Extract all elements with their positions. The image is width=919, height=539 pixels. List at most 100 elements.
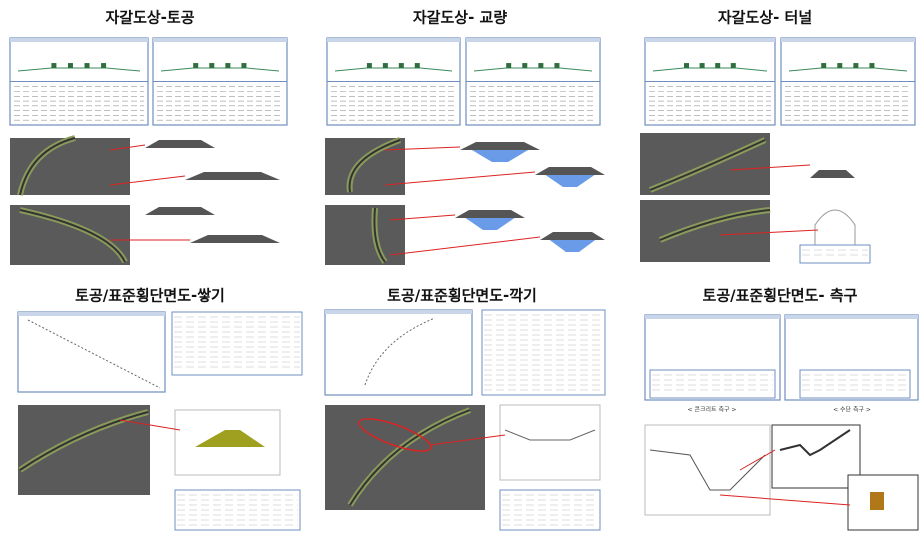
section-line bbox=[652, 67, 768, 72]
pointer-arrow bbox=[739, 449, 776, 471]
chart-frame bbox=[644, 424, 771, 516]
section-block bbox=[730, 63, 736, 69]
window-titlebar bbox=[645, 38, 775, 42]
section-line bbox=[473, 67, 593, 72]
window-titlebar bbox=[466, 38, 600, 42]
pointer-arrow bbox=[429, 434, 506, 446]
cross-section bbox=[145, 140, 215, 148]
section-line bbox=[17, 67, 141, 72]
cross-section bbox=[185, 172, 280, 180]
pointer-arrow bbox=[109, 144, 146, 151]
pointer-arrow bbox=[389, 214, 456, 221]
window-titlebar bbox=[18, 312, 165, 316]
section-line bbox=[788, 67, 908, 72]
chart-frame bbox=[499, 404, 601, 481]
section-line bbox=[160, 67, 280, 72]
pointer-arrow bbox=[384, 171, 536, 186]
panel-title: 자갈도상-토공 bbox=[105, 9, 194, 27]
track-rail bbox=[659, 209, 771, 241]
pointer-arrow bbox=[119, 419, 181, 431]
section-block bbox=[382, 63, 388, 69]
3d-view bbox=[10, 138, 130, 195]
pointer-arrow bbox=[719, 229, 819, 236]
water-body bbox=[465, 218, 515, 230]
cut-profile bbox=[504, 429, 596, 441]
cross-section bbox=[455, 210, 525, 218]
pointer-arrow bbox=[389, 236, 541, 256]
panel-title: 토공/표준횡단면도-깍기 bbox=[387, 287, 537, 305]
3d-view bbox=[325, 205, 405, 265]
section-block bbox=[366, 63, 372, 69]
water-body bbox=[545, 175, 595, 187]
window-titlebar bbox=[781, 38, 915, 42]
3d-view bbox=[325, 405, 485, 510]
section-block bbox=[684, 63, 689, 69]
track-rail bbox=[649, 139, 766, 191]
window-titlebar bbox=[327, 38, 460, 42]
section-block bbox=[821, 63, 827, 69]
caption: < 수단 측구 > bbox=[833, 406, 871, 414]
section-block bbox=[225, 63, 231, 69]
water-body bbox=[472, 150, 528, 162]
pointer-arrow bbox=[109, 175, 186, 186]
window-titlebar bbox=[10, 38, 148, 42]
window-titlebar bbox=[645, 315, 780, 319]
data-table bbox=[799, 369, 911, 399]
inset bbox=[771, 424, 861, 489]
section-block bbox=[101, 63, 107, 69]
screenshot-window bbox=[324, 309, 473, 396]
section-line bbox=[334, 67, 453, 72]
tunnel-outline bbox=[814, 209, 856, 245]
track-rail bbox=[19, 411, 149, 471]
section-block bbox=[837, 63, 843, 69]
pointer-arrow bbox=[384, 146, 461, 151]
window-titlebar bbox=[153, 38, 287, 42]
concrete-ditch bbox=[870, 492, 884, 510]
track-rail bbox=[348, 139, 401, 193]
track-rail bbox=[349, 409, 471, 506]
window-titlebar bbox=[785, 315, 918, 319]
cross-section bbox=[535, 167, 605, 175]
section-block bbox=[538, 63, 544, 69]
panel-title: 토공/표준횡단면도-쌓기 bbox=[75, 287, 225, 305]
section-block bbox=[869, 63, 875, 69]
track-rail bbox=[19, 137, 76, 196]
section-block bbox=[398, 63, 404, 69]
panel-title: 토공/표준횡단면도- 측구 bbox=[703, 287, 858, 305]
data-table bbox=[799, 244, 871, 264]
caption: < 콘크리트 측구 > bbox=[688, 406, 737, 414]
section-block bbox=[193, 63, 199, 69]
section-block bbox=[241, 63, 247, 69]
pointer-arrow bbox=[719, 494, 851, 506]
embankment bbox=[195, 430, 265, 447]
section-block bbox=[554, 63, 560, 69]
section-block bbox=[51, 63, 57, 69]
section-block bbox=[209, 63, 215, 69]
cross-section bbox=[810, 170, 855, 178]
3d-view bbox=[640, 200, 770, 262]
data-table bbox=[649, 369, 776, 399]
water-body bbox=[549, 240, 596, 252]
section-block bbox=[699, 63, 705, 69]
cross-section bbox=[190, 235, 280, 243]
alignment bbox=[27, 319, 161, 389]
section-block bbox=[715, 63, 721, 69]
panel-title: 자갈도상- 터널 bbox=[718, 9, 812, 27]
3d-view bbox=[325, 138, 405, 195]
data-table bbox=[171, 311, 303, 376]
section-block bbox=[414, 63, 420, 69]
alignment bbox=[364, 317, 436, 386]
highlight bbox=[358, 418, 432, 452]
screenshot-window bbox=[17, 311, 166, 393]
panel-title: 자갈도상- 교량 bbox=[413, 9, 507, 27]
pointer-arrow bbox=[729, 164, 811, 171]
data-table bbox=[481, 309, 606, 396]
section-block bbox=[84, 63, 90, 69]
section-block bbox=[522, 63, 528, 69]
section-block bbox=[853, 63, 859, 69]
section-block bbox=[67, 63, 73, 69]
window-titlebar bbox=[325, 310, 472, 314]
cross-section bbox=[460, 142, 540, 150]
cross-section bbox=[540, 232, 605, 240]
